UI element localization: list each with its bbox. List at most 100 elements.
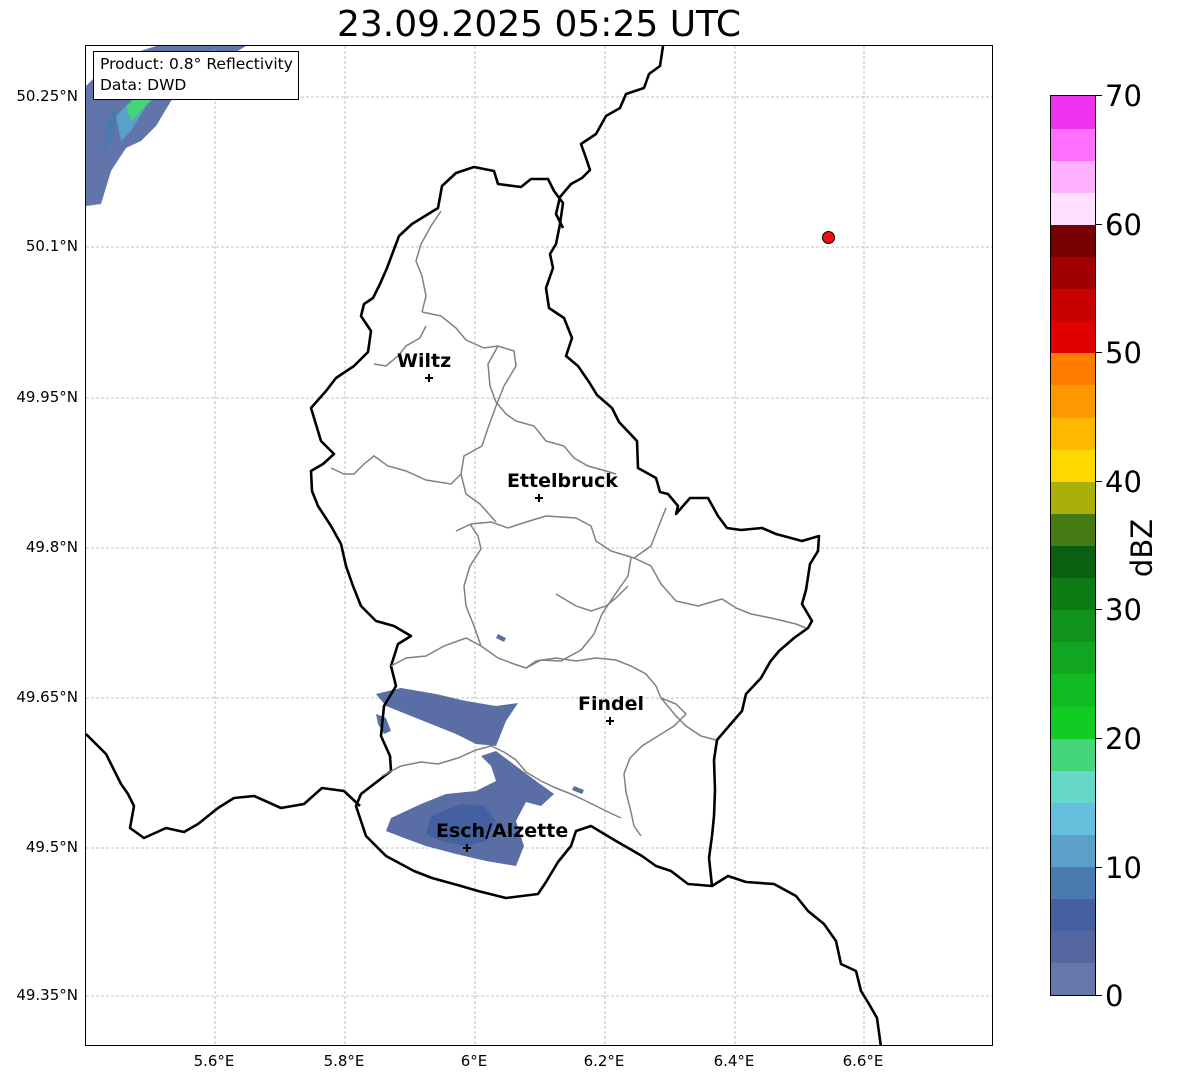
colorbar-segment (1051, 352, 1095, 386)
colorbar-label-30: 30 (1105, 593, 1142, 627)
colorbar-tick-20 (1096, 738, 1102, 739)
canton-boundary-9 (660, 697, 717, 741)
colorbar-segment (1051, 384, 1095, 418)
city-label-ettelbruck: Ettelbruck (507, 470, 618, 492)
canton-boundary-2 (487, 345, 617, 475)
lat-label-49-5: 49.5°N (25, 838, 78, 856)
colorbar-segment (1051, 866, 1095, 900)
lat-label-50-1: 50.1°N (25, 237, 78, 255)
city-marker-esch-alzette (463, 844, 471, 852)
lon-label-6-2: 6.2°E (583, 1052, 625, 1070)
echo-fragment-3 (572, 786, 584, 794)
lat-label-49-35: 49.35°N (16, 986, 78, 1004)
lat-label-49-8: 49.8°N (25, 538, 78, 556)
colorbar-segment (1051, 641, 1095, 675)
city-marker-findel (606, 717, 614, 725)
canton-boundary-12 (555, 585, 629, 612)
lat-label-49-65: 49.65°N (16, 688, 78, 706)
lon-label-6: 6°E (460, 1052, 488, 1070)
lon-label-5-8: 5.8°E (323, 1052, 365, 1070)
colorbar-segment (1051, 192, 1095, 225)
colorbar-segment (1051, 898, 1095, 932)
colorbar-label-60: 60 (1105, 208, 1142, 242)
radar-echoes (86, 46, 584, 866)
colorbar-segment (1051, 802, 1095, 835)
lon-label-5-6: 5.6°E (193, 1052, 235, 1070)
colorbar-segment (1051, 770, 1095, 803)
luxembourg-border (309, 165, 821, 900)
city-marker-wiltz (425, 374, 433, 382)
lon-label-6-6: 6.6°E (842, 1052, 884, 1070)
city-marker-ettelbruck (535, 494, 543, 502)
city-label-wiltz: Wiltz (397, 350, 452, 372)
canton-boundary-1 (330, 311, 517, 485)
colorbar-segment (1051, 962, 1095, 996)
colorbar-label-50: 50 (1105, 336, 1142, 370)
colorbar-label-10: 10 (1105, 851, 1142, 885)
map-canvas[interactable] (86, 46, 993, 1046)
colorbar-segment (1051, 160, 1095, 193)
canton-boundary-3 (455, 507, 667, 559)
canton-boundary-4 (460, 473, 497, 523)
colorbar-segment (1051, 577, 1095, 611)
city-label-esch-alzette: Esch/Alzette (436, 820, 569, 842)
canton-borders (330, 210, 807, 837)
echo-south-dense (426, 804, 496, 846)
canton-boundary-7 (390, 637, 482, 667)
colorbar-tick-70 (1096, 95, 1102, 96)
city-label-findel: Findel (578, 693, 645, 715)
colorbar-segment (1051, 288, 1095, 322)
colorbar-tick-10 (1096, 867, 1102, 868)
canton-boundary-6 (633, 557, 807, 629)
france-germany-border-east (711, 874, 883, 1045)
radar-site-marker (822, 231, 835, 244)
colorbar-segment (1051, 545, 1095, 579)
lon-label-6-4: 6.4°E (713, 1052, 755, 1070)
colorbar-segment (1051, 513, 1095, 546)
echo-south-west (376, 688, 518, 746)
gridlines (86, 46, 992, 1045)
colorbar-segment (1051, 449, 1095, 482)
info-box: Product: 0.8° Reflectivity Data: DWD (93, 51, 299, 100)
colorbar-segment (1051, 930, 1095, 964)
colorbar-segment (1051, 128, 1095, 161)
colorbar-label-20: 20 (1105, 722, 1142, 756)
colorbar-segment (1051, 738, 1095, 771)
info-data-source: Data: DWD (100, 76, 187, 94)
colorbar-tick-50 (1096, 352, 1102, 353)
colorbar-segment (1051, 96, 1095, 129)
germany-border-north (554, 46, 665, 229)
colorbar-label-0: 0 (1105, 979, 1124, 1013)
colorbar-segment (1051, 673, 1095, 707)
colorbar-segment (1051, 224, 1095, 258)
canton-boundary-5 (463, 523, 632, 669)
country-borders (86, 46, 883, 1045)
canton-boundary-13 (415, 210, 442, 313)
echo-fragment-1 (496, 634, 506, 642)
map-title: 23.09.2025 05:25 UTC (336, 4, 742, 45)
colorbar-tick-40 (1096, 481, 1102, 482)
lat-label-50-25: 50.25°N (16, 87, 78, 105)
lat-label-49-95: 49.95°N (16, 388, 78, 406)
colorbar-tick-0 (1096, 995, 1102, 996)
belgium-border-west (86, 733, 361, 840)
map-panel[interactable] (85, 45, 993, 1046)
canton-boundary-10 (381, 745, 622, 819)
echo-nw-mid (104, 106, 118, 156)
info-product: Product: 0.8° Reflectivity (100, 55, 293, 73)
colorbar-segment (1051, 417, 1095, 450)
colorbar (1050, 95, 1096, 996)
colorbar-segment (1051, 256, 1095, 290)
canton-boundary-11 (373, 325, 427, 367)
colorbar-tick-60 (1096, 224, 1102, 225)
colorbar-segment (1051, 834, 1095, 868)
colorbar-label-70: 70 (1105, 79, 1142, 113)
colorbar-segment (1051, 609, 1095, 643)
colorbar-segment (1051, 320, 1095, 354)
colorbar-tick-30 (1096, 609, 1102, 610)
colorbar-segment (1051, 481, 1095, 514)
colorbar-segment (1051, 706, 1095, 739)
colorbar-label-40: 40 (1105, 465, 1142, 499)
canton-boundary-8 (525, 657, 688, 837)
colorbar-unit: dBZ (1125, 518, 1159, 578)
